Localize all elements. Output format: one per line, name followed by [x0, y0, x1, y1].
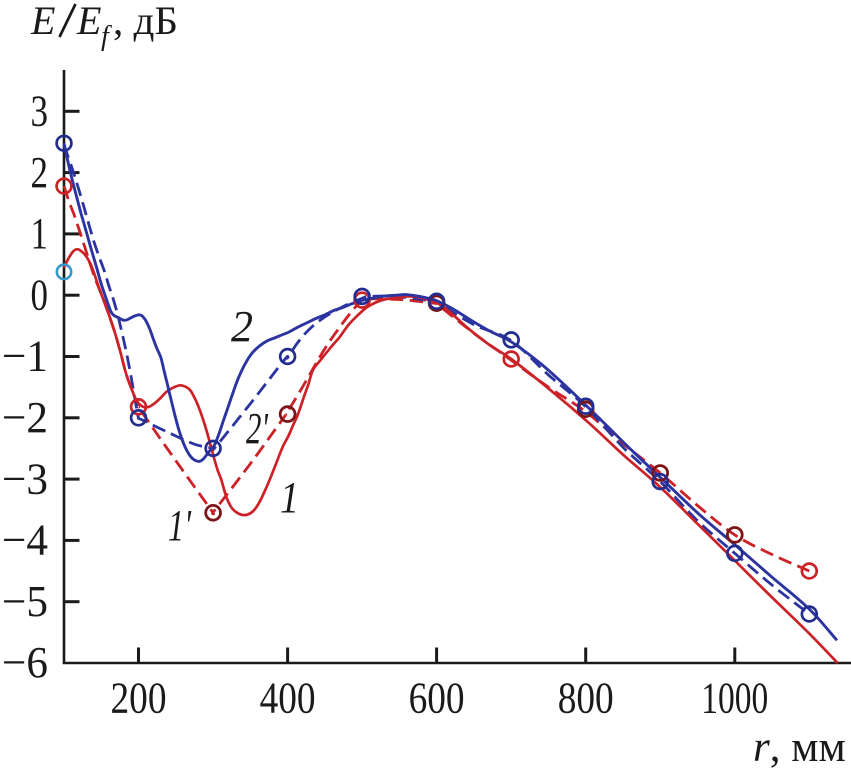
svg-text:0: 0	[31, 270, 49, 319]
svg-text:−4: −4	[2, 516, 48, 565]
svg-text:−2: −2	[2, 393, 48, 442]
svg-text:400: 400	[260, 674, 316, 723]
svg-text:−6: −6	[2, 638, 48, 687]
svg-text:3: 3	[31, 87, 49, 136]
svg-text:800: 800	[558, 674, 614, 723]
svg-text:−1: −1	[2, 332, 48, 381]
svg-text:−5: −5	[2, 577, 48, 626]
svg-text:EEf, дБ: E Ef, дБ	[30, 0, 178, 52]
svg-text:2: 2	[231, 302, 253, 351]
svg-text:600: 600	[409, 674, 465, 723]
svg-text:1': 1'	[168, 501, 192, 550]
svg-text:−3: −3	[2, 454, 48, 503]
svg-text:1000: 1000	[701, 674, 768, 723]
svg-text:r, мм: r, мм	[753, 724, 846, 771]
svg-text:2: 2	[31, 148, 49, 197]
svg-text:2': 2'	[246, 404, 269, 453]
svg-text:200: 200	[111, 674, 167, 723]
svg-text:1: 1	[31, 209, 49, 258]
svg-text:1: 1	[280, 473, 299, 522]
